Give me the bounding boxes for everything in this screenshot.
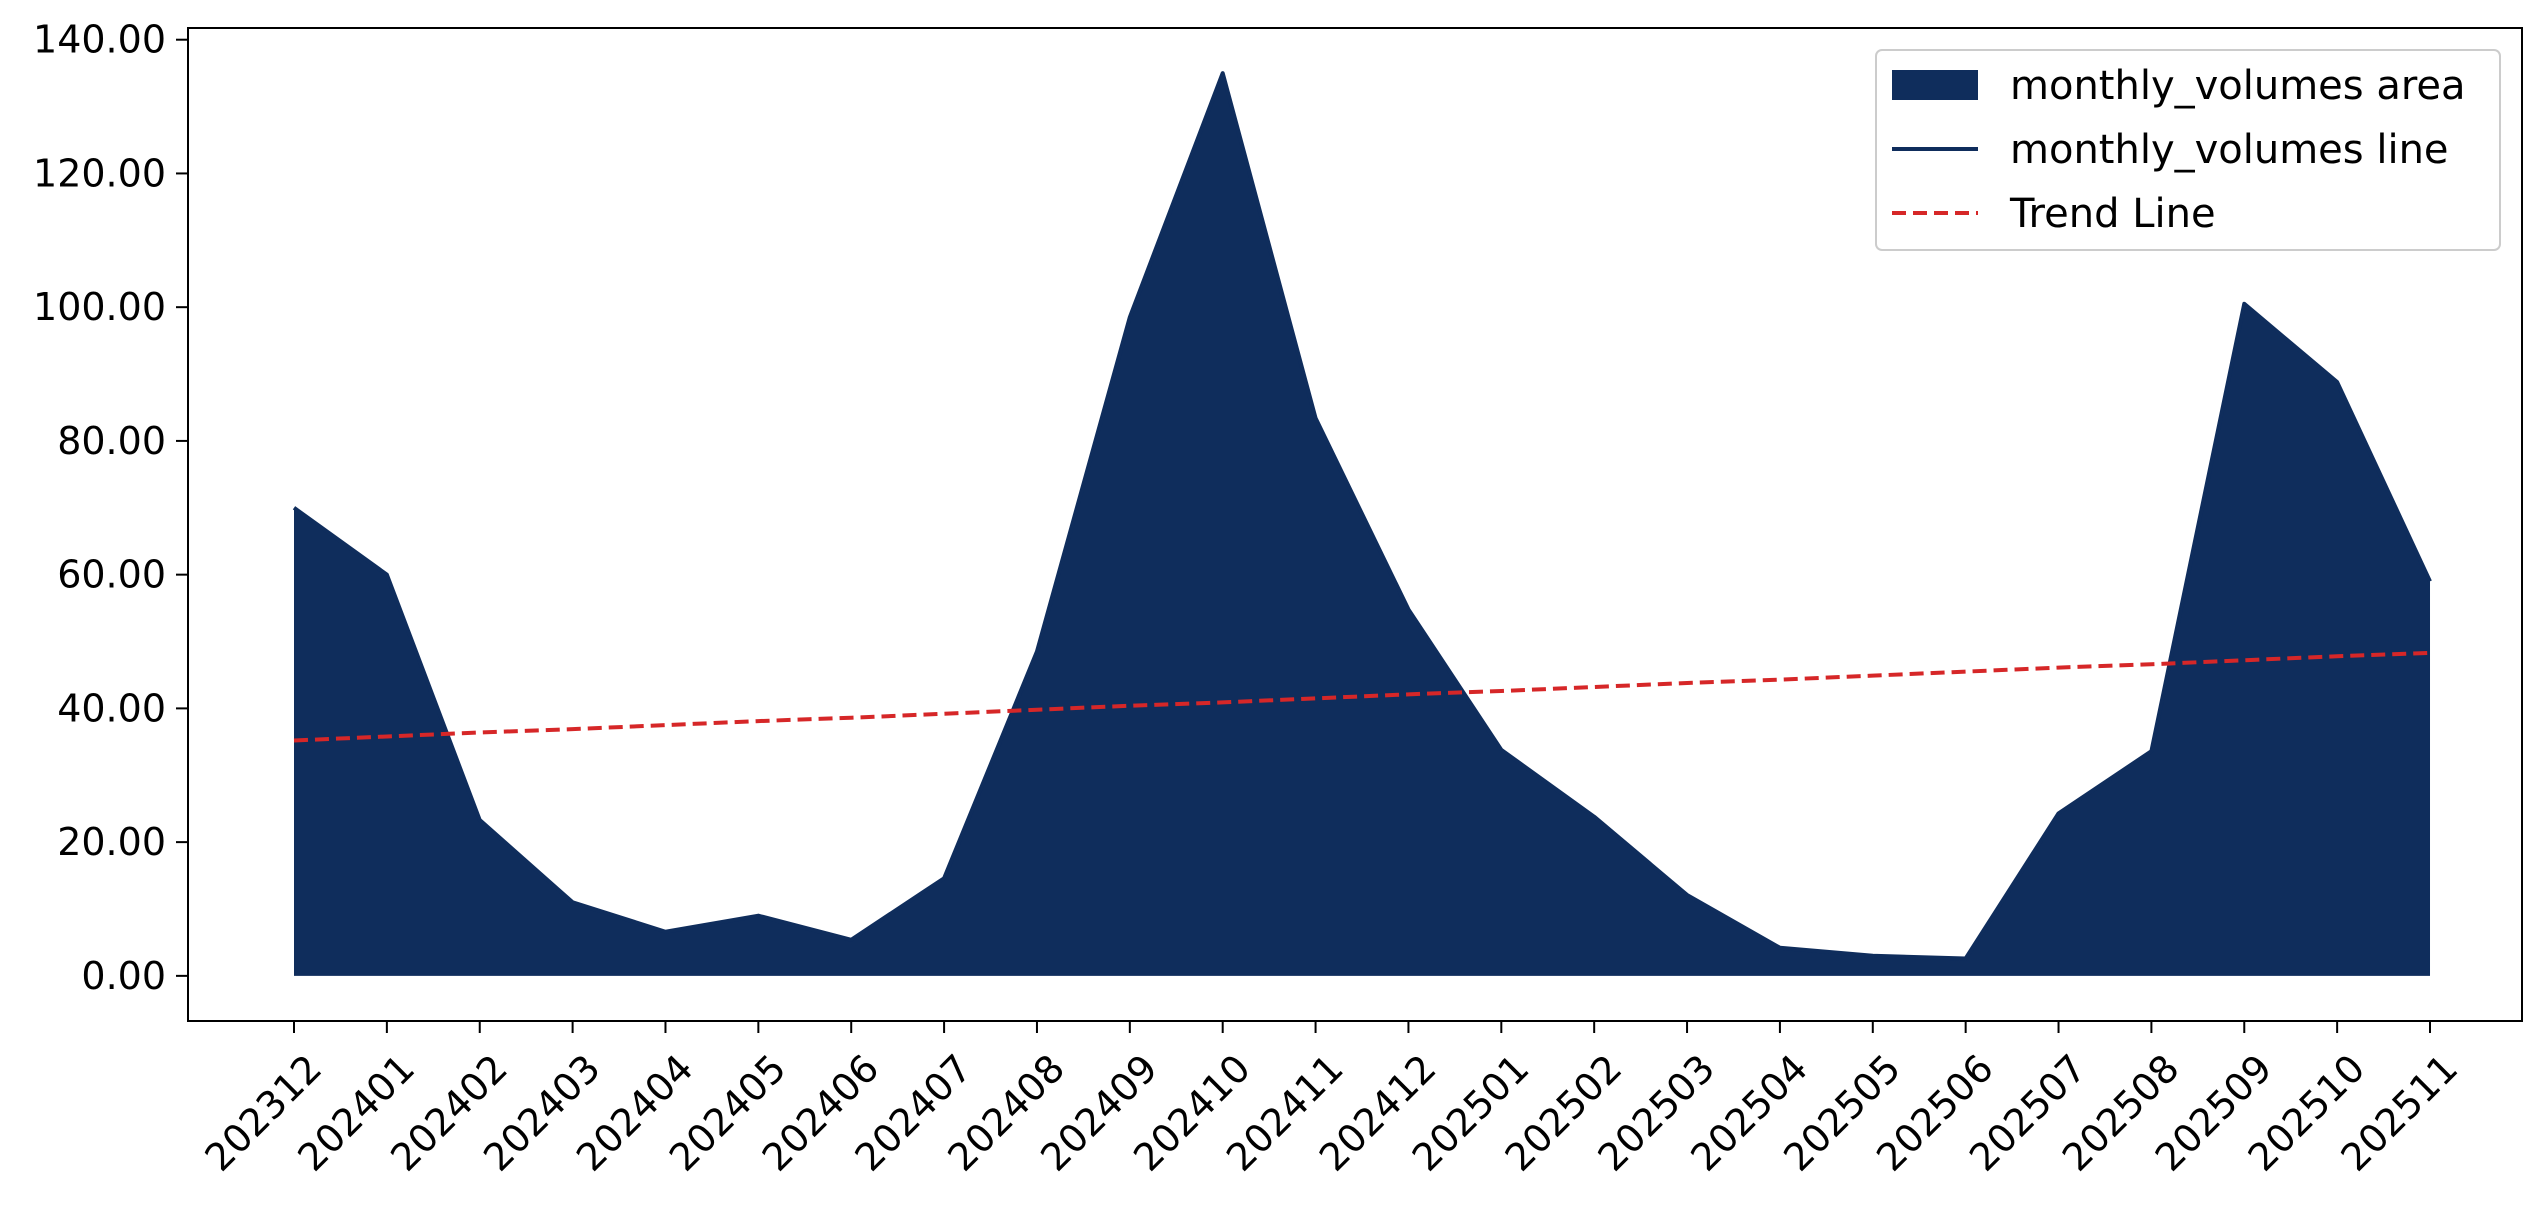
- y-tick-label: 100.00: [33, 285, 166, 329]
- plot-frame: [187, 27, 2523, 1022]
- y-tick-label: 20.00: [57, 820, 166, 864]
- y-tick-label: 140.00: [33, 18, 166, 62]
- legend-label: Trend Line: [2009, 191, 2216, 237]
- legend: monthly_volumes area monthly_volumes line…: [1875, 49, 2501, 251]
- legend-label: monthly_volumes area: [2010, 63, 2466, 109]
- legend-swatch-area: [1892, 70, 1978, 100]
- legend-entry: Trend Line: [1892, 191, 2216, 237]
- y-tick-label: 40.00: [57, 686, 166, 730]
- legend-entry: monthly_volumes line: [1892, 127, 2449, 173]
- y-tick-label: 60.00: [57, 553, 166, 597]
- y-tick-label: 80.00: [57, 419, 166, 463]
- series-line-monthly-volumes: [292, 71, 2432, 961]
- legend-box: [1875, 49, 2501, 251]
- legend-label: monthly_volumes line: [2010, 127, 2449, 173]
- series-area-monthly-volumes: [294, 73, 2431, 976]
- y-tick-label: 120.00: [33, 151, 166, 195]
- y-tick-label: 0.00: [81, 954, 166, 998]
- legend-entry: monthly_volumes area: [1892, 63, 2466, 109]
- plot-layer: [292, 71, 2432, 976]
